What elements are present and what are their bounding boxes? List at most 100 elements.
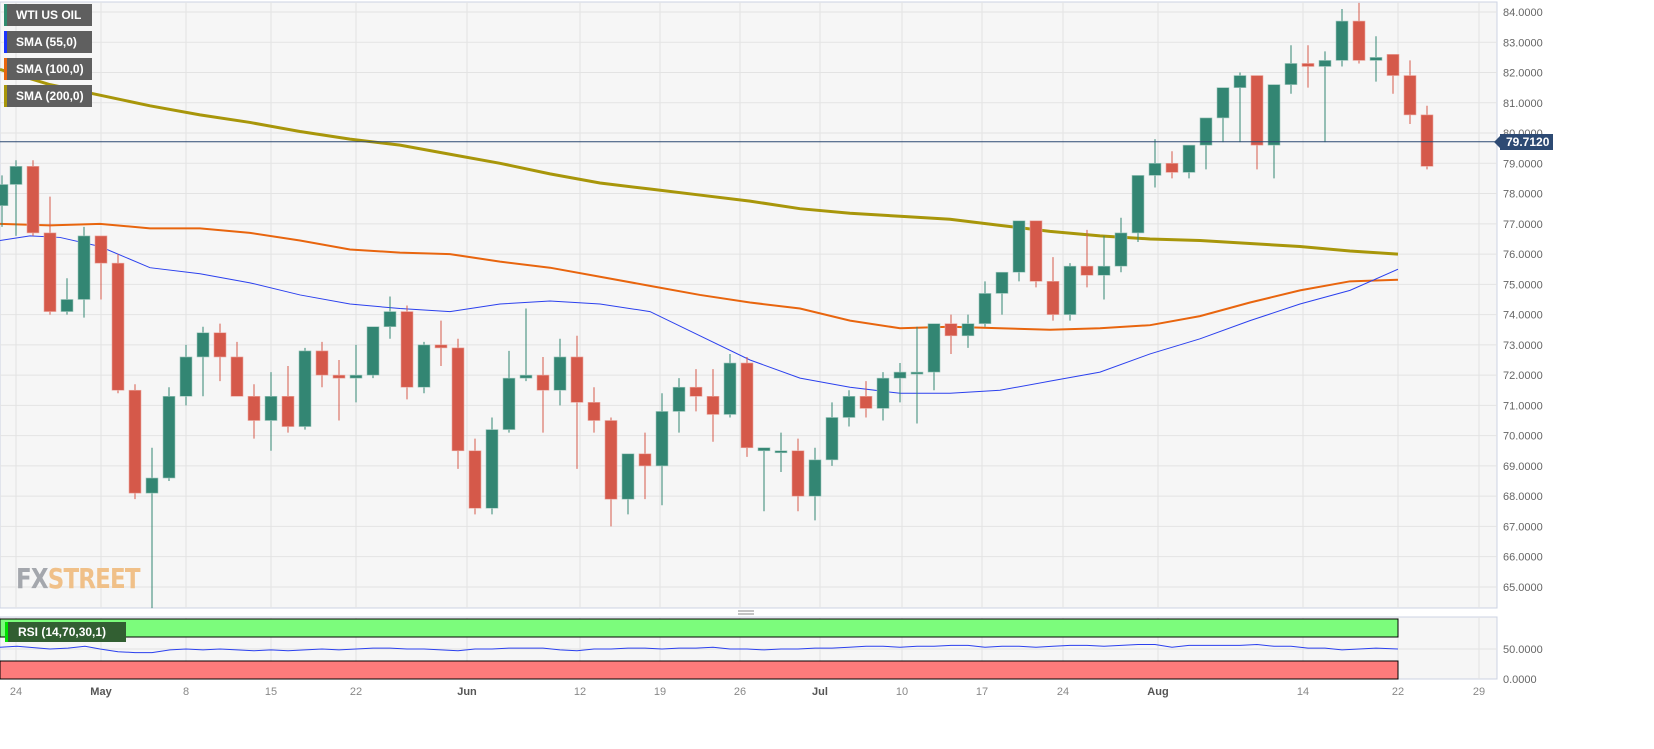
- candle: [145, 447, 159, 609]
- y-axis-label: 66.0000: [1503, 552, 1543, 564]
- candle: [1165, 151, 1179, 179]
- candle: [281, 366, 295, 433]
- y-axis-label: 82.0000: [1503, 68, 1543, 80]
- y-axis-label: 67.0000: [1503, 521, 1543, 533]
- candle: [9, 160, 23, 236]
- rsi-overbought-zone: [0, 618, 1399, 638]
- x-axis-label: 26: [734, 686, 746, 698]
- x-axis-label: 10: [896, 686, 908, 698]
- x-axis-label: 17: [976, 686, 988, 698]
- candle: [519, 308, 533, 382]
- rsi-legend[interactable]: RSI (14,70,30,1): [5, 622, 127, 642]
- candle: [230, 341, 244, 397]
- x-axis-label: 24: [1057, 686, 1069, 698]
- candle: [689, 369, 703, 412]
- candle: [757, 447, 771, 512]
- fxstreet-logo: FXSTREET: [16, 562, 141, 595]
- candle: [1284, 45, 1298, 94]
- candle: [60, 278, 74, 315]
- candle: [485, 417, 499, 515]
- candle: [1063, 263, 1077, 321]
- candle: [1097, 235, 1111, 300]
- candle: [434, 320, 448, 367]
- candle: [1029, 220, 1043, 288]
- candle: [94, 235, 108, 300]
- sma200-line: [0, 68, 1399, 256]
- legend-sma200[interactable]: SMA (200,0): [4, 85, 92, 107]
- x-axis-label: 8: [183, 686, 189, 698]
- candle: [468, 438, 482, 515]
- y-axis-label: 83.0000: [1503, 37, 1543, 49]
- y-axis-label: 77.0000: [1503, 219, 1543, 231]
- rsi-axis-label: 50.0000: [1503, 644, 1543, 656]
- candle: [1386, 54, 1400, 94]
- candle: [0, 175, 9, 227]
- candle: [621, 453, 635, 515]
- legend-label: SMA (100,0): [16, 62, 84, 76]
- candle: [961, 314, 975, 348]
- rsi-label: RSI (14,70,30,1): [18, 625, 107, 639]
- y-axis-label: 71.0000: [1503, 400, 1543, 412]
- y-axis-label: 84.0000: [1503, 7, 1543, 19]
- legend-wti[interactable]: WTI US OIL: [4, 4, 92, 26]
- candle: [893, 363, 907, 403]
- candle: [298, 347, 312, 430]
- candle: [825, 402, 839, 466]
- candle: [1233, 72, 1247, 143]
- candle: [179, 344, 193, 406]
- candle: [1335, 8, 1349, 67]
- candle: [1318, 51, 1332, 143]
- candle: [417, 341, 431, 394]
- candle: [451, 338, 465, 469]
- candle: [808, 447, 822, 521]
- candle: [536, 356, 550, 433]
- x-axis-label: Jul: [812, 686, 828, 698]
- candle: [1369, 36, 1383, 82]
- current-price: 79.7120: [1506, 135, 1550, 149]
- y-axis-label: 72.0000: [1503, 370, 1543, 382]
- legend-swatch: [4, 4, 7, 26]
- legend-sma100[interactable]: SMA (100,0): [4, 58, 92, 80]
- candle: [43, 196, 57, 315]
- candle: [366, 326, 380, 379]
- candle: [1131, 175, 1145, 242]
- logo-fx: FX: [16, 562, 49, 595]
- logo-street: STREET: [47, 562, 141, 595]
- candle: [213, 323, 227, 382]
- legend-sma55[interactable]: SMA (55,0): [4, 31, 92, 53]
- y-axis-label: 81.0000: [1503, 98, 1543, 110]
- candle: [332, 359, 346, 421]
- candle: [1403, 60, 1417, 124]
- y-axis-label: 65.0000: [1503, 582, 1543, 594]
- candle: [1250, 75, 1264, 170]
- y-axis-label: 69.0000: [1503, 461, 1543, 473]
- legend-label: SMA (55,0): [16, 35, 77, 49]
- candle: [1199, 117, 1213, 170]
- rsi-oversold-zone: [0, 660, 1399, 680]
- candle: [1182, 144, 1196, 179]
- candle: [706, 369, 720, 442]
- y-axis-label: 76.0000: [1503, 249, 1543, 261]
- candle: [672, 378, 686, 433]
- y-axis-label: 68.0000: [1503, 491, 1543, 503]
- candle: [162, 387, 176, 482]
- y-axis-label: 78.0000: [1503, 189, 1543, 201]
- legend-swatch: [4, 58, 7, 80]
- candle: [1080, 229, 1094, 288]
- candle: [876, 372, 890, 421]
- candle: [774, 432, 788, 472]
- candle: [553, 338, 567, 406]
- candle: [859, 381, 873, 418]
- candle: [349, 344, 363, 403]
- candle: [400, 305, 414, 400]
- candle: [315, 341, 329, 388]
- x-axis-label: 22: [1392, 686, 1404, 698]
- x-axis-label: Jun: [457, 686, 477, 698]
- candle: [723, 353, 737, 418]
- sma100-line: [0, 222, 1399, 331]
- x-axis-label: Aug: [1147, 686, 1168, 698]
- candle: [247, 384, 261, 439]
- candle: [842, 390, 856, 427]
